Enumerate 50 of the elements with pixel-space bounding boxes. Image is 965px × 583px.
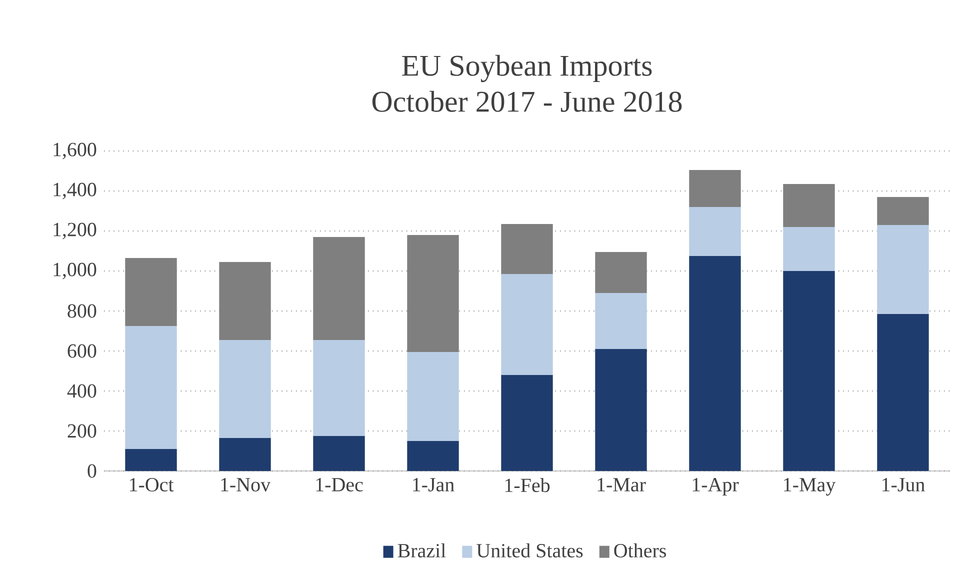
bar: [877, 196, 929, 225]
x-tick-label: 1-Nov: [221, 478, 271, 492]
bar: [313, 340, 365, 436]
bar: [783, 270, 835, 471]
bar: [407, 234, 459, 352]
bar: [783, 226, 835, 271]
y-tick-label: 1,400: [54, 182, 96, 200]
x-tick-label: 1-Jan: [413, 478, 454, 492]
bar: [125, 258, 177, 326]
y-tick-label: 600: [68, 344, 96, 358]
y-tick-label: 1,000: [54, 262, 96, 280]
bar: [407, 440, 459, 471]
bar: [689, 206, 741, 256]
bar: [407, 352, 459, 441]
x-tick-label: 1-Jun: [882, 478, 925, 492]
x-tick-label: 1-Dec: [316, 478, 363, 492]
bar: [595, 292, 647, 349]
bar: [877, 224, 929, 314]
bar: [501, 274, 553, 375]
bar: [125, 326, 177, 449]
legend-label: Brazil: [398, 543, 446, 558]
bar: [595, 252, 647, 293]
bar: [219, 340, 271, 438]
x-tick-label: 1-Apr: [692, 478, 739, 496]
bar: [689, 256, 741, 471]
legend-label: Others: [614, 543, 666, 558]
x-tick-label: 1-May: [784, 478, 836, 496]
y-tick-label: 200: [68, 424, 96, 438]
y-tick-label: 0: [88, 464, 96, 478]
bar: [501, 374, 553, 471]
bar: [313, 436, 365, 471]
bar: [313, 236, 365, 340]
bar: [219, 438, 271, 471]
bar: [219, 262, 271, 340]
y-tick-label: 800: [68, 304, 96, 318]
x-tick-label: 1-Oct: [130, 478, 174, 492]
y-tick-label: 400: [67, 384, 96, 398]
x-tick-label: 1-Mar: [598, 478, 646, 492]
legend-label: United States: [476, 543, 583, 558]
chart-subtitle: October 2017 - June 2018: [372, 90, 682, 112]
bar: [783, 184, 835, 227]
y-tick-label: 1,600: [54, 142, 96, 160]
x-tick-label: 1-Feb: [505, 478, 550, 492]
bar: [125, 448, 177, 471]
bar: [689, 170, 741, 207]
chart-title: EU Soybean Imports: [402, 54, 652, 82]
bar: [501, 224, 553, 274]
bar: [877, 314, 929, 471]
bar: [595, 348, 647, 471]
y-tick-label: 1,200: [54, 222, 96, 240]
